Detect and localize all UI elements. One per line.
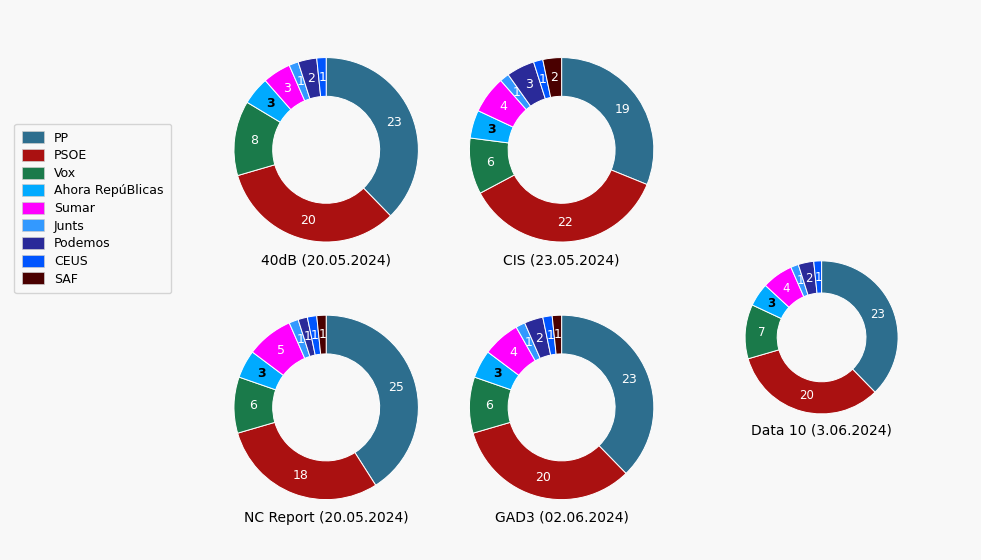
Text: 1: 1 xyxy=(296,75,304,88)
Text: 2: 2 xyxy=(805,272,813,284)
Text: 6: 6 xyxy=(249,399,257,412)
Wedge shape xyxy=(749,350,875,414)
Text: 20: 20 xyxy=(799,389,813,402)
Wedge shape xyxy=(239,352,284,390)
Text: 20: 20 xyxy=(299,214,316,227)
Text: 23: 23 xyxy=(870,308,885,321)
Text: 3: 3 xyxy=(258,367,266,380)
Wedge shape xyxy=(516,323,541,361)
Text: 3: 3 xyxy=(493,367,501,380)
Wedge shape xyxy=(746,305,782,359)
Text: 20: 20 xyxy=(535,472,551,484)
Text: 25: 25 xyxy=(388,381,404,394)
Wedge shape xyxy=(470,138,514,193)
Wedge shape xyxy=(326,58,418,216)
Wedge shape xyxy=(298,58,321,99)
Text: 1: 1 xyxy=(797,274,804,287)
Wedge shape xyxy=(561,58,653,185)
Text: 3: 3 xyxy=(266,97,275,110)
Wedge shape xyxy=(478,81,527,127)
Text: 1: 1 xyxy=(311,329,319,342)
Wedge shape xyxy=(252,323,305,375)
Text: 4: 4 xyxy=(499,100,507,113)
Text: 23: 23 xyxy=(621,374,637,386)
Text: 3: 3 xyxy=(488,123,496,136)
Text: 23: 23 xyxy=(386,116,401,129)
Text: 3: 3 xyxy=(525,78,533,91)
Text: 6: 6 xyxy=(485,399,492,412)
Text: 1: 1 xyxy=(815,270,822,283)
Wedge shape xyxy=(752,286,789,319)
Wedge shape xyxy=(234,102,281,176)
Text: 2: 2 xyxy=(550,71,558,84)
Wedge shape xyxy=(307,316,321,355)
Wedge shape xyxy=(821,261,898,392)
Text: 2: 2 xyxy=(307,72,315,85)
Text: 1: 1 xyxy=(525,336,533,349)
Text: 1: 1 xyxy=(319,71,327,83)
Wedge shape xyxy=(473,422,626,500)
Text: 40dB (20.05.2024): 40dB (20.05.2024) xyxy=(261,253,391,267)
Wedge shape xyxy=(247,81,291,122)
Text: 3: 3 xyxy=(284,82,291,95)
Wedge shape xyxy=(799,262,817,295)
Wedge shape xyxy=(765,267,803,307)
Wedge shape xyxy=(500,74,531,110)
Text: 19: 19 xyxy=(614,102,630,115)
Text: 7: 7 xyxy=(757,326,765,339)
Text: 1: 1 xyxy=(304,330,312,343)
Text: 1: 1 xyxy=(546,329,554,342)
Wedge shape xyxy=(813,261,821,293)
Text: 3: 3 xyxy=(767,297,776,310)
Wedge shape xyxy=(237,422,376,500)
Text: Data 10 (3.06.2024): Data 10 (3.06.2024) xyxy=(751,423,892,437)
Wedge shape xyxy=(469,377,511,433)
Legend: PP, PSOE, Vox, Ahora RepúBlicas, Sumar, Junts, Podemos, CEUS, SAF: PP, PSOE, Vox, Ahora RepúBlicas, Sumar, … xyxy=(14,124,171,293)
Wedge shape xyxy=(475,352,519,390)
Wedge shape xyxy=(289,62,310,101)
Wedge shape xyxy=(317,58,326,96)
Text: 4: 4 xyxy=(509,346,517,359)
Text: 1: 1 xyxy=(554,328,562,341)
Wedge shape xyxy=(508,62,545,106)
Wedge shape xyxy=(326,315,418,485)
Wedge shape xyxy=(552,315,561,354)
Text: 2: 2 xyxy=(536,332,543,344)
Text: 18: 18 xyxy=(292,469,308,482)
Text: 6: 6 xyxy=(486,156,493,169)
Wedge shape xyxy=(534,59,550,99)
Text: 5: 5 xyxy=(277,344,284,357)
Wedge shape xyxy=(289,320,310,358)
Wedge shape xyxy=(542,58,561,97)
Text: CIS (23.05.2024): CIS (23.05.2024) xyxy=(503,253,620,267)
Text: GAD3 (02.06.2024): GAD3 (02.06.2024) xyxy=(494,511,629,525)
Text: 4: 4 xyxy=(783,282,791,295)
Wedge shape xyxy=(237,165,390,242)
Text: 1: 1 xyxy=(540,73,547,86)
Text: NC Report (20.05.2024): NC Report (20.05.2024) xyxy=(244,511,408,525)
Wedge shape xyxy=(470,111,513,143)
Wedge shape xyxy=(525,317,550,358)
Text: 1: 1 xyxy=(319,328,327,341)
Wedge shape xyxy=(791,264,808,297)
Wedge shape xyxy=(481,170,647,242)
Wedge shape xyxy=(561,315,653,473)
Wedge shape xyxy=(542,316,556,355)
Wedge shape xyxy=(298,317,315,357)
Wedge shape xyxy=(265,66,305,110)
Wedge shape xyxy=(317,315,326,354)
Text: 1: 1 xyxy=(296,333,304,346)
Text: 1: 1 xyxy=(512,86,520,99)
Wedge shape xyxy=(488,327,536,375)
Text: 8: 8 xyxy=(250,134,258,147)
Text: 22: 22 xyxy=(557,216,573,229)
Wedge shape xyxy=(233,377,276,433)
